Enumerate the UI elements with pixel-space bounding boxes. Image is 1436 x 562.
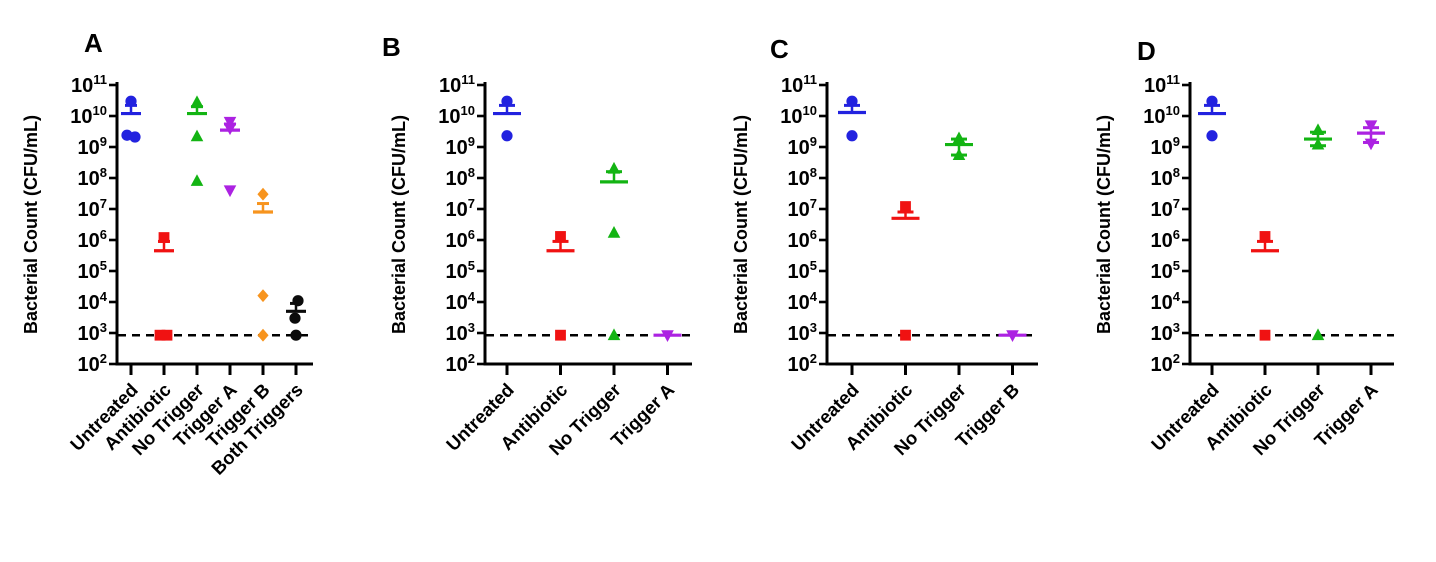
data-point: [1206, 130, 1218, 142]
data-point: [190, 129, 204, 142]
y-tick-label: 105: [78, 258, 107, 283]
data-point: [1311, 137, 1325, 150]
data-point: [125, 95, 137, 107]
y-tick-label: 103: [1151, 320, 1180, 345]
data-point: [607, 328, 621, 341]
data-point: [223, 123, 237, 136]
y-tick-label: 1010: [70, 103, 107, 128]
y-tick-label: 108: [1151, 165, 1180, 190]
data-point: [190, 95, 204, 108]
data-point: [257, 187, 269, 201]
data-point: [846, 95, 858, 107]
panel-b: B 102 103 104 105 106 107 108 109 1010 1011 Bacter…: [360, 0, 720, 562]
panel-a: A 102 103 104 105 106 107 108 109 1010 1011 Bacter…: [0, 0, 360, 562]
y-tick-label: 107: [446, 196, 475, 221]
data-point: [607, 226, 621, 238]
panel-a-chart: 102 103 104 105 106 107 108 109 1010 1011 Bacteria…: [21, 72, 313, 479]
y-tick-label: 103: [788, 320, 817, 345]
panel-b-label: B: [382, 32, 401, 62]
y-tick-label: 106: [78, 227, 107, 252]
data-point: [190, 174, 204, 186]
y-tick-label: 108: [78, 165, 107, 190]
y-tick-label: 108: [788, 165, 817, 190]
data-point: [555, 231, 566, 242]
y-tick-label: 102: [446, 351, 475, 376]
y-tick-label: 106: [788, 227, 817, 252]
y-tick-label: 105: [1151, 258, 1180, 283]
data-point: [1259, 329, 1271, 341]
y-tick-label: 102: [1151, 351, 1180, 376]
data-point: [1206, 95, 1218, 107]
y-tick-label: 109: [788, 134, 817, 159]
data-point: [501, 130, 513, 142]
panel-c: C 102 103 104 105 106 107 108 109 1010 1011 Bacter…: [720, 0, 1080, 562]
data-point: [1006, 330, 1019, 342]
data-point: [154, 329, 166, 341]
data-point: [952, 131, 966, 144]
data-point: [607, 161, 621, 174]
data-point: [900, 201, 911, 212]
data-point: [952, 148, 966, 160]
data-point: [1311, 328, 1325, 341]
y-tick-label: 109: [1151, 134, 1180, 159]
data-point: [223, 116, 237, 129]
data-point: [257, 289, 269, 303]
data-point: [501, 95, 513, 107]
data-point: [289, 312, 301, 324]
y-tick-label: 107: [1151, 196, 1180, 221]
panel-b-chart: 102 103 104 105 106 107 108 109 1010 1011 Bacteria…: [389, 72, 692, 459]
y-tick-label: 109: [78, 134, 107, 159]
y-tick-label: 1010: [1143, 103, 1180, 128]
y-tick-label: 105: [788, 258, 817, 283]
y-tick-label: 1010: [438, 103, 475, 128]
y-tick-label: 1011: [1144, 72, 1180, 97]
y-axis-title: Bacterial Count (CFU/mL): [1094, 115, 1114, 334]
y-tick-label: 1011: [439, 72, 475, 97]
y-tick-label: 104: [788, 289, 818, 314]
y-axis-title: Bacterial Count (CFU/mL): [21, 115, 41, 334]
y-tick-label: 104: [1151, 289, 1181, 314]
y-tick-label: 106: [446, 227, 475, 252]
y-tick-label: 104: [446, 289, 476, 314]
panel-a-label: A: [84, 28, 103, 58]
y-axis-title: Bacterial Count (CFU/mL): [389, 115, 409, 334]
y-tick-label: 102: [788, 351, 817, 376]
y-tick-label: 109: [446, 134, 475, 159]
y-tick-label: 105: [446, 258, 475, 283]
y-tick-label: 107: [78, 196, 107, 221]
panel-d-label: D: [1137, 36, 1156, 66]
data-point: [129, 131, 141, 143]
panel-c-label: C: [770, 34, 789, 64]
data-point: [1311, 123, 1325, 136]
data-point: [223, 185, 237, 198]
data-point: [1364, 120, 1378, 133]
data-point: [661, 330, 674, 342]
data-point: [1259, 231, 1271, 242]
data-point: [1364, 138, 1378, 151]
y-tick-label: 103: [446, 320, 475, 345]
y-tick-label: 104: [78, 289, 108, 314]
data-point: [900, 329, 911, 341]
y-tick-label: 1011: [781, 72, 817, 97]
panel-d-chart: 102 103 104 105 106 107 108 109 1010 1011 Bacteria…: [1094, 72, 1394, 459]
y-tick-label: 103: [78, 320, 107, 345]
y-tick-label: 1010: [780, 103, 817, 128]
y-tick-label: 107: [788, 196, 817, 221]
y-tick-label: 108: [446, 165, 475, 190]
data-point: [555, 329, 566, 341]
data-point: [292, 295, 304, 307]
y-tick-label: 102: [78, 351, 107, 376]
data-point: [290, 329, 302, 341]
panel-c-chart: 102 103 104 105 106 107 108 109 1010 1011 Bacteria…: [731, 72, 1038, 459]
y-tick-label: 106: [1151, 227, 1180, 252]
data-point: [161, 329, 173, 341]
panel-d: D 102 103 104 105 106 107 108 109 1010 1011 Bacter…: [1080, 0, 1436, 562]
data-point: [846, 130, 858, 142]
data-point: [257, 328, 269, 342]
y-tick-label: 1011: [71, 72, 107, 97]
data-point: [158, 232, 170, 243]
y-axis-title: Bacterial Count (CFU/mL): [731, 115, 751, 334]
